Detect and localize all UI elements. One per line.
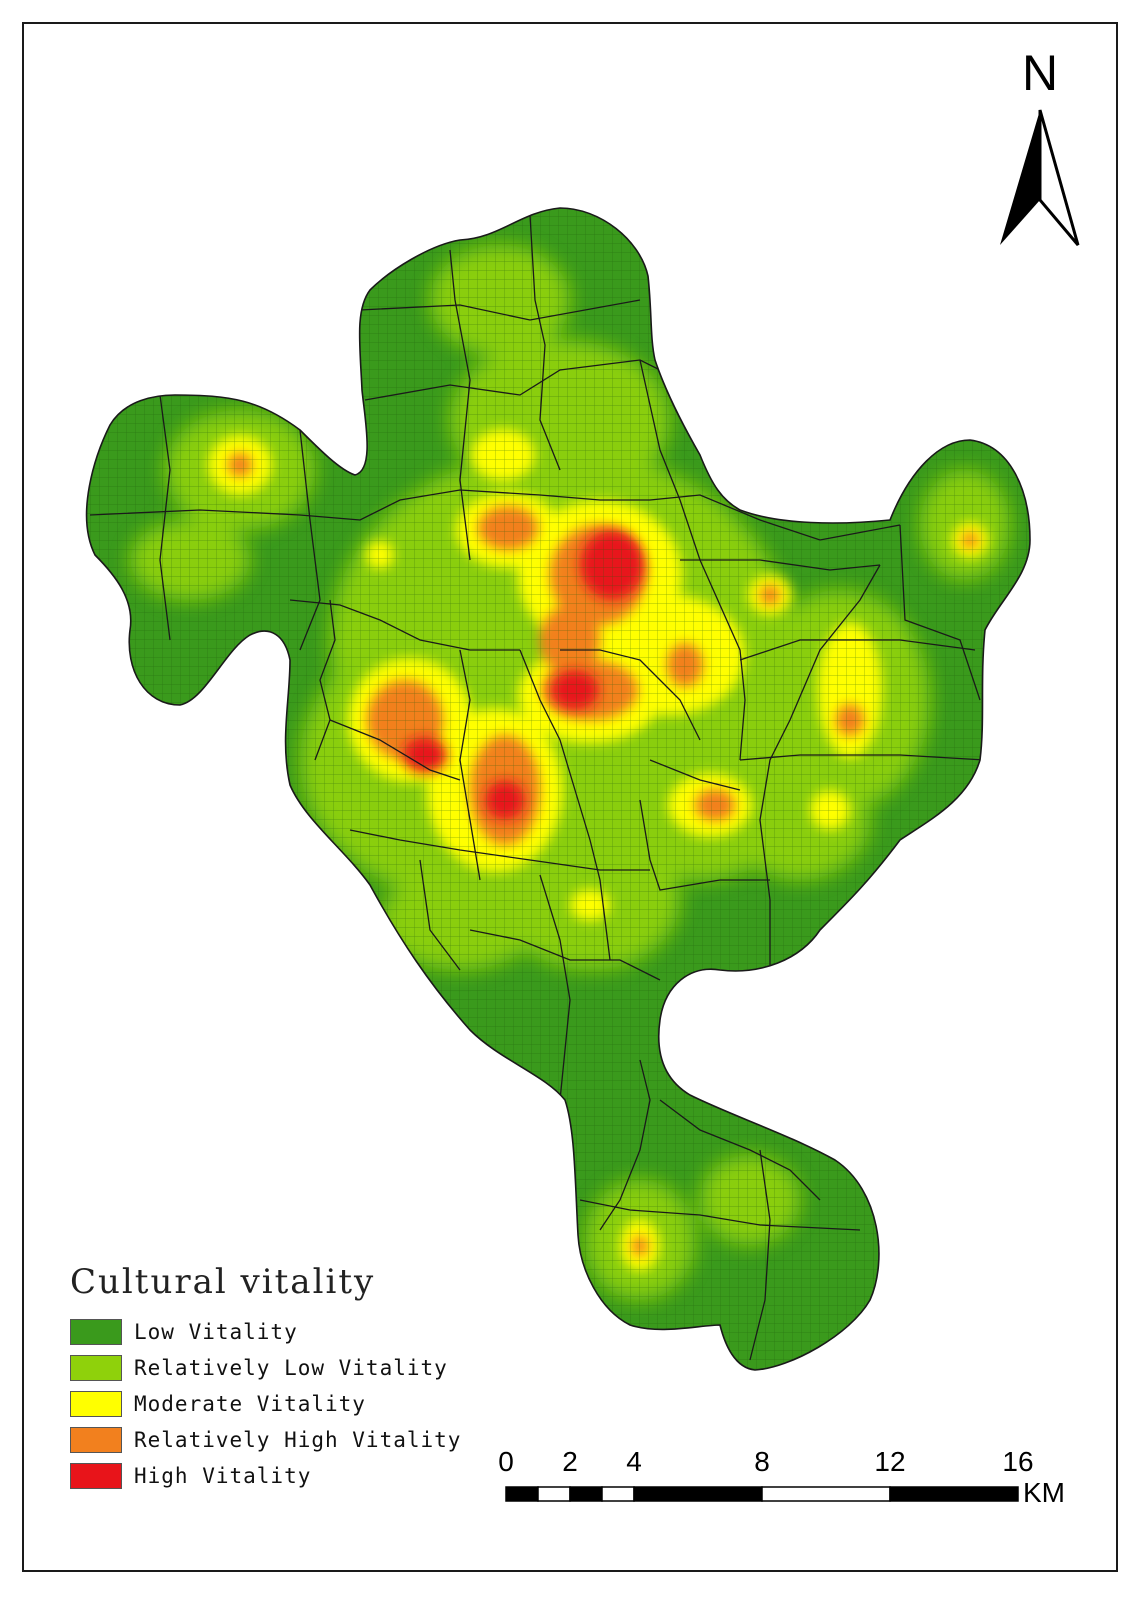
legend-label-moderate: Moderate Vitality [134, 1392, 366, 1416]
legend-swatch-high [70, 1463, 122, 1489]
legend-item-low: Low Vitality [70, 1314, 461, 1350]
legend-swatch-relatively-low [70, 1355, 122, 1381]
legend-swatch-low [70, 1319, 122, 1345]
legend-item-moderate: Moderate Vitality [70, 1386, 461, 1422]
legend-title: Cultural vitality [70, 1262, 376, 1302]
legend-swatch-moderate [70, 1391, 122, 1417]
legend-item-relatively-high: Relatively High Vitality [70, 1422, 461, 1458]
scale-bar [505, 1486, 1019, 1502]
north-arrow-icon [1000, 109, 1080, 246]
legend-label-low: Low Vitality [134, 1320, 298, 1344]
legend-label-high: High Vitality [134, 1464, 312, 1488]
scale-tick-4: 4 [626, 1446, 642, 1477]
scale-tick-2: 2 [562, 1446, 578, 1477]
north-label: N [1022, 45, 1059, 101]
scale-tick-8: 8 [754, 1446, 770, 1477]
legend-item-relatively-low: Relatively Low Vitality [70, 1350, 461, 1386]
district-boundaries [89, 214, 986, 1361]
legend-label-relatively-low: Relatively Low Vitality [134, 1356, 448, 1380]
legend: Cultural vitality Low Vitality Relativel… [70, 1262, 461, 1494]
scale-unit: KM [1023, 1477, 1065, 1508]
scale-tick-16: 16 [1002, 1446, 1034, 1477]
legend-label-relatively-high: Relatively High Vitality [134, 1428, 462, 1452]
legend-item-high: High Vitality [70, 1458, 461, 1494]
scale-tick-0: 0 [498, 1446, 514, 1477]
legend-swatch-relatively-high [70, 1427, 122, 1453]
scale-tick-12: 12 [874, 1446, 906, 1477]
